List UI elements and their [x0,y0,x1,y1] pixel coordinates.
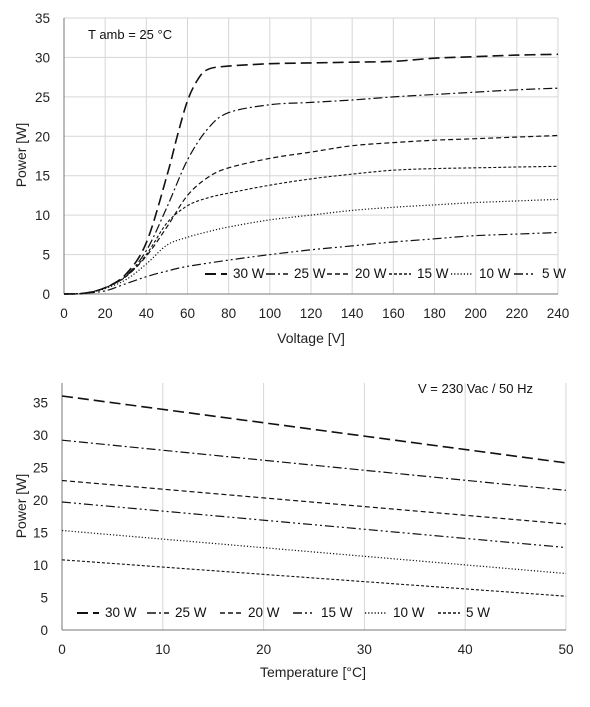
x-tick-label: 20 [256,642,271,657]
x-tick-label: 220 [506,306,529,321]
chart-temperature-power: 0 10 20 30 40 50 0 5 10 15 20 25 30 35 V = 230 Vac / … [13,381,574,680]
legend-label: 10 W [393,605,425,620]
legend-label: 30 W [105,605,137,620]
chart-annotation: V = 230 Vac / 50 Hz [418,381,533,396]
legend-label: 20 W [355,266,387,281]
series-line-25w [61,439,567,491]
x-tick-label: 0 [58,642,66,657]
series-line-30w [63,53,559,295]
y-tick-label: 5 [40,591,48,606]
x-tick-label: 100 [259,306,282,321]
x-tick-label: 0 [60,306,68,321]
chart-annotation: T amb = 25 °C [88,27,172,42]
series-line-10w [61,529,567,575]
series-line-20w [63,134,559,295]
y-tick-label: 20 [35,129,50,144]
y-tick-label: 35 [33,396,48,411]
axes: 0 10 20 30 40 50 0 5 10 15 20 25 30 35 [33,383,574,657]
legend-label: 15 W [321,605,353,620]
grid [162,383,567,630]
y-axis-title: Power [W] [13,123,29,188]
x-tick-label: 10 [155,642,170,657]
x-tick-label: 20 [98,306,113,321]
y-tick-label: 30 [33,428,48,443]
legend-label: 20 W [248,605,280,620]
x-tick-label: 30 [357,642,372,657]
legend-label: 30 W [233,266,265,281]
x-axis-title: Voltage [V] [277,330,345,346]
y-axis-title: Power [W] [13,474,29,539]
legend-label: 5 W [542,266,566,281]
x-tick-label: 50 [558,642,573,657]
y-tick-label: 0 [40,623,48,638]
series-line-5w [61,559,567,597]
series-group [61,395,567,597]
series-line-10w [63,198,559,295]
y-tick-label: 25 [35,90,50,105]
y-tick-label: 20 [33,493,48,508]
x-tick-label: 200 [464,306,487,321]
x-tick-label: 160 [382,306,405,321]
y-tick-label: 10 [33,558,48,573]
x-tick-label: 120 [300,306,323,321]
legend: 30 W 25 W 20 W 15 W 10 W 5 W [205,266,566,281]
series-line-5w [63,231,559,295]
legend-label: 15 W [417,266,449,281]
y-tick-label: 35 [35,11,50,26]
x-tick-label: 60 [180,306,195,321]
y-tick-label: 10 [35,208,50,223]
grid [64,17,559,294]
chart-voltage-power: 0 20 40 60 80 100 120 140 160 180 200 220 240 0 5 10 15 2… [13,11,569,346]
legend-label: 10 W [479,266,511,281]
x-tick-label: 140 [341,306,364,321]
y-tick-label: 25 [33,461,48,476]
x-tick-label: 180 [423,306,446,321]
y-tick-label: 15 [33,526,48,541]
x-tick-label: 240 [547,306,570,321]
y-tick-label: 30 [35,50,50,65]
series-group [63,53,559,295]
legend: 30 W 25 W 20 W 15 W 10 W 5 W [77,605,490,620]
y-tick-label: 0 [42,287,50,302]
y-tick-label: 15 [35,169,50,184]
series-line-30w [61,395,567,464]
legend-label: 25 W [175,605,207,620]
series-line-15w [61,501,567,549]
axes: 0 20 40 60 80 100 120 140 160 180 200 220 240 0 5 10 15 2… [35,11,569,321]
x-axis-title: Temperature [°C] [260,664,366,680]
legend-label: 5 W [466,605,490,620]
x-tick-label: 80 [221,306,236,321]
x-tick-label: 40 [458,642,473,657]
series-line-20w [61,479,567,525]
x-tick-label: 40 [139,306,154,321]
legend-label: 25 W [294,266,326,281]
y-tick-label: 5 [42,248,50,263]
